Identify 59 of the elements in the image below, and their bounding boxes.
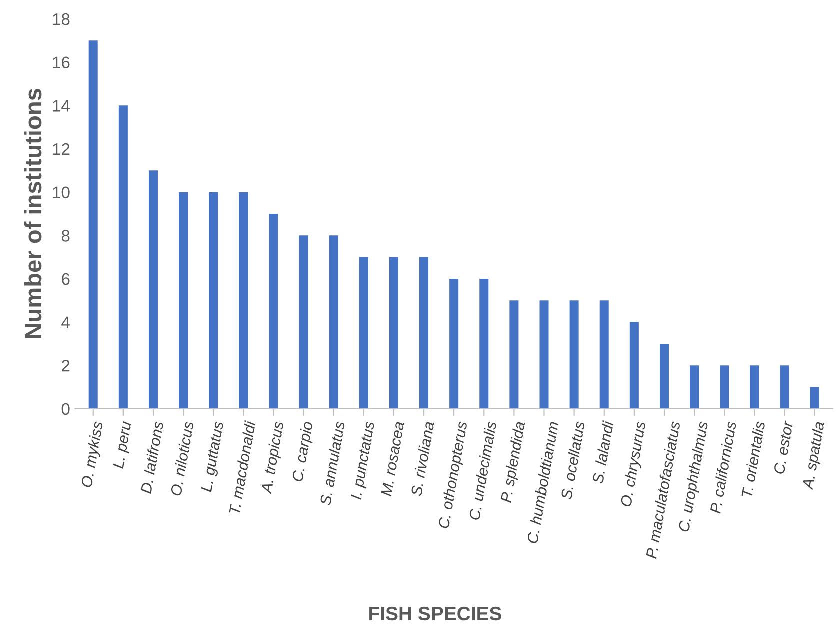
x-tick-label: I. punctatus xyxy=(350,421,378,500)
bar xyxy=(720,366,730,409)
bar xyxy=(540,300,549,409)
bar xyxy=(299,236,308,409)
y-axis-title: Number of institutions xyxy=(24,89,42,338)
x-tick-label: C. estor xyxy=(774,420,794,475)
x-tick-label: L. peru xyxy=(112,421,135,470)
x-tick-label: M. rosacea xyxy=(381,421,404,497)
x-tick-label: L. guttatus xyxy=(201,421,227,493)
bar xyxy=(660,344,669,409)
bar xyxy=(239,192,248,409)
bar xyxy=(750,366,760,409)
bar xyxy=(359,257,368,409)
y-tick-label: 12 xyxy=(53,143,70,156)
x-tick-label: T. macdonaldi xyxy=(228,420,256,514)
x-tick-label: O. chrysurus xyxy=(620,422,646,508)
x-tick-label: T. orientalis xyxy=(741,421,766,498)
y-tick-label: 2 xyxy=(62,360,70,372)
bar xyxy=(810,387,820,409)
bar xyxy=(269,214,278,409)
y-tick-label: 16 xyxy=(53,56,70,69)
y-tick-label: 14 xyxy=(53,100,70,112)
bar xyxy=(690,366,700,409)
bar xyxy=(389,257,398,409)
y-tick-label: 10 xyxy=(53,186,70,199)
x-tick-label: S. rivoliana xyxy=(410,421,435,497)
bar xyxy=(780,366,790,409)
x-axis-title: FISH SPECIES xyxy=(370,606,502,621)
x-tick-label: S. ocellatus xyxy=(560,421,586,500)
bar xyxy=(118,106,128,409)
y-tick-label: 8 xyxy=(62,230,70,242)
x-tick-label: S. annulatus xyxy=(320,421,346,506)
x-tick-label: O. mykiss xyxy=(80,421,106,488)
bar xyxy=(88,40,98,409)
x-tick-label: A. spatula xyxy=(802,421,828,491)
bar xyxy=(148,170,158,409)
y-tick-label: 0 xyxy=(62,403,70,416)
x-tick-label: P. californicus xyxy=(710,421,737,514)
x-tick-label: C. undecimalis xyxy=(468,421,497,521)
x-tick-label: S. lalandi xyxy=(592,420,614,484)
x-tick-label: D. latifrons xyxy=(140,421,164,494)
bar xyxy=(570,300,579,409)
x-tick-label: C. othonopterus xyxy=(438,421,470,530)
bar xyxy=(209,192,218,409)
y-tick-label: 18 xyxy=(53,13,70,26)
bar xyxy=(420,257,429,409)
y-tick-label: 4 xyxy=(62,316,70,328)
x-tick-label: P. splendida xyxy=(500,421,528,504)
bar xyxy=(600,300,609,409)
x-tick-label: A. tropicus xyxy=(260,421,287,496)
bar xyxy=(329,236,338,409)
x-tick-label: O. niloticus xyxy=(170,421,194,496)
bar xyxy=(630,322,639,409)
bar xyxy=(450,278,459,409)
bar xyxy=(179,192,188,409)
x-tick-label: C. carpio xyxy=(292,421,316,483)
bar xyxy=(480,278,489,409)
y-tick-label: 6 xyxy=(62,273,70,286)
bar xyxy=(510,300,519,409)
